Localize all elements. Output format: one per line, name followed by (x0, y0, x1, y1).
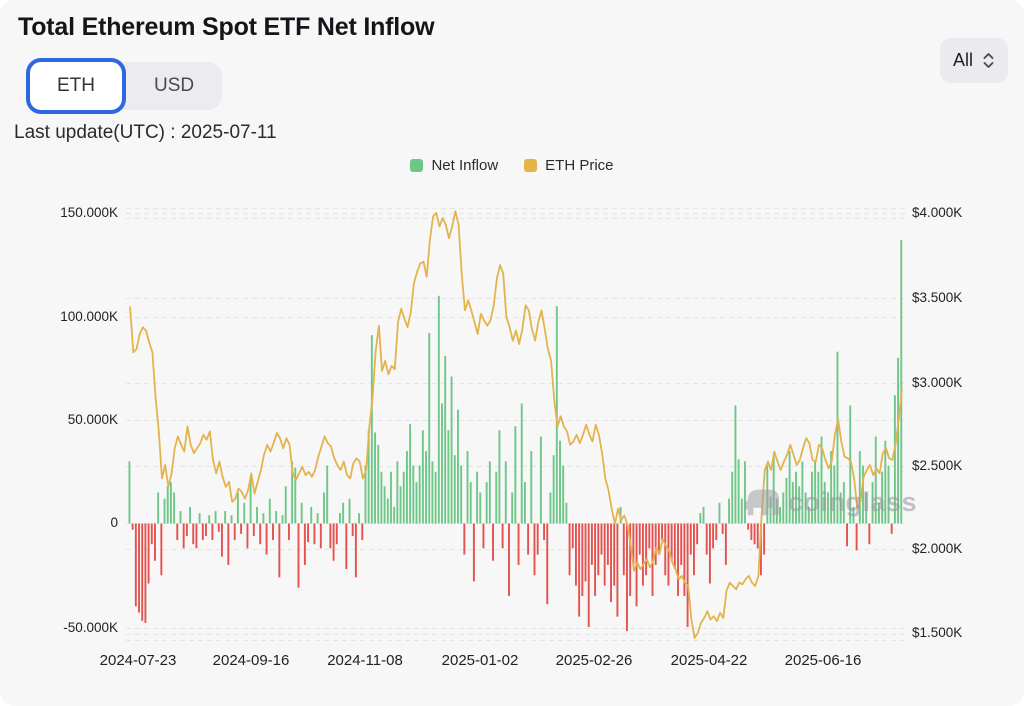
page-title: Total Ethereum Spot ETF Net Inflow (18, 13, 435, 41)
y-axis-tick-right: $2.000K (912, 541, 963, 556)
x-axis-tick: 2024-07-23 (99, 652, 177, 669)
y-axis-tick-right: $2.500K (912, 458, 963, 473)
x-axis-tick: 2024-09-16 (212, 652, 290, 669)
y-axis-tick-right: $4.000K (912, 205, 963, 220)
y-axis-tick-left: 100.000K (60, 309, 118, 324)
x-axis-tick: 2025-04-22 (670, 652, 748, 669)
y-axis-tick-right: $1.500K (912, 625, 963, 640)
legend-item-eth-price[interactable]: ETH Price (524, 157, 614, 174)
y-axis-tick-left: 50.000K (67, 412, 118, 427)
currency-toggle-usd[interactable]: USD (126, 62, 222, 110)
currency-toggle-usd-label: USD (154, 75, 195, 96)
y-axis-tick-left: 150.000K (60, 205, 118, 220)
net-inflow-swatch-icon (410, 159, 424, 172)
y-axis-tick-left: -50.000K (63, 620, 118, 635)
legend-label: ETH Price (545, 157, 614, 174)
currency-toggle: ETH USD (26, 58, 223, 114)
chevron-up-down-icon (983, 53, 994, 68)
x-axis-tick: 2024-11-08 (327, 652, 403, 669)
eth-price-swatch-icon (524, 159, 538, 172)
currency-toggle-eth-label: ETH (57, 75, 95, 96)
y-axis-tick-right: $3.500K (912, 290, 963, 305)
y-axis-tick-right: $3.000K (912, 375, 963, 390)
range-select-value: All (952, 50, 973, 70)
x-axis-tick: 2025-01-02 (441, 652, 519, 669)
range-select[interactable]: All (939, 38, 1008, 83)
chart-legend: Net Inflow ETH Price (0, 157, 1024, 174)
legend-label: Net Inflow (431, 157, 499, 174)
x-axis-tick: 2025-02-26 (555, 652, 633, 669)
legend-item-net-inflow[interactable]: Net Inflow (410, 157, 498, 174)
x-axis-tick: 2025-06-16 (784, 652, 862, 669)
y-axis-tick-left: 0 (110, 515, 118, 530)
last-update-text: Last update(UTC) : 2025-07-11 (14, 122, 277, 143)
currency-toggle-eth[interactable]: ETH (26, 58, 126, 114)
